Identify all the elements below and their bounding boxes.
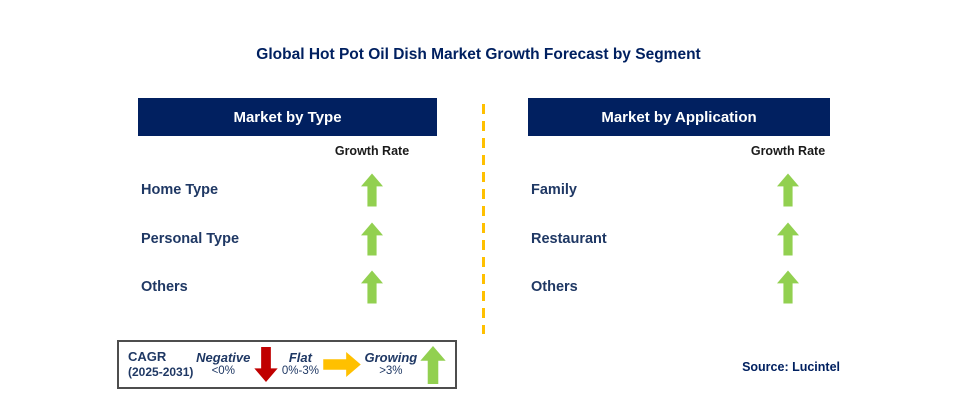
panel-header-application: Market by Application <box>528 98 830 136</box>
growth-rate-column-label: Growth Rate <box>750 144 826 158</box>
segment-row-family: Family <box>528 171 830 209</box>
legend-flat-label: Flat <box>288 349 312 365</box>
cagr-legend: CAGR (2025-2031) Negative <0% Flat 0%-3%… <box>117 340 457 389</box>
growing-up-arrow-icon <box>420 345 446 384</box>
segment-row-personal-type: Personal Type <box>138 220 437 258</box>
dashed-divider <box>482 104 485 334</box>
panel-header-application-label: Market by Application <box>601 108 757 126</box>
growth-up-arrow-icon <box>361 221 383 257</box>
cagr-title: CAGR (2025-2031) <box>128 349 193 380</box>
segment-label: Others <box>531 279 578 295</box>
legend-negative-label: Negative <box>196 349 251 365</box>
segment-label: Family <box>531 182 577 198</box>
cagr-label: CAGR <box>128 348 167 364</box>
panel-header-type-label: Market by Type <box>233 108 342 126</box>
legend-growing-range: >3% <box>379 365 403 378</box>
growth-up-arrow-icon <box>777 269 799 305</box>
cagr-period: (2025-2031) <box>128 365 194 380</box>
panel-market-by-application: Market by Application Growth Rate Family… <box>528 98 830 304</box>
legend-growing-label: Growing <box>364 349 418 365</box>
source-credit: Source: Lucintel <box>742 360 840 374</box>
segment-label: Home Type <box>141 182 219 198</box>
legend-item-negative: Negative <0% <box>196 350 250 379</box>
growth-up-arrow-icon <box>361 172 383 208</box>
legend-flat-range: 0%-3% <box>281 365 319 378</box>
segment-row-others-application: Others <box>528 268 830 306</box>
segment-row-home-type: Home Type <box>138 171 437 209</box>
page-title: Global Hot Pot Oil Dish Market Growth Fo… <box>256 46 701 63</box>
flat-right-arrow-icon <box>322 352 362 377</box>
segment-row-others-type: Others <box>138 268 437 306</box>
segment-label: Personal Type <box>141 231 240 247</box>
panel-market-by-type: Market by Type Growth Rate Home Type Per… <box>138 98 437 304</box>
panel-header-type: Market by Type <box>138 98 437 136</box>
segment-label: Restaurant <box>531 231 607 247</box>
growth-rate-column-label: Growth Rate <box>334 144 410 158</box>
segment-label: Others <box>141 279 188 295</box>
legend-negative-range: <0% <box>211 365 235 378</box>
growth-up-arrow-icon <box>361 269 383 305</box>
legend-item-flat: Flat 0%-3% <box>282 350 319 379</box>
growth-up-arrow-icon <box>777 172 799 208</box>
growth-up-arrow-icon <box>777 221 799 257</box>
negative-down-arrow-icon <box>253 347 279 382</box>
legend-item-growing: Growing >3% <box>365 350 418 379</box>
segment-row-restaurant: Restaurant <box>528 220 830 258</box>
